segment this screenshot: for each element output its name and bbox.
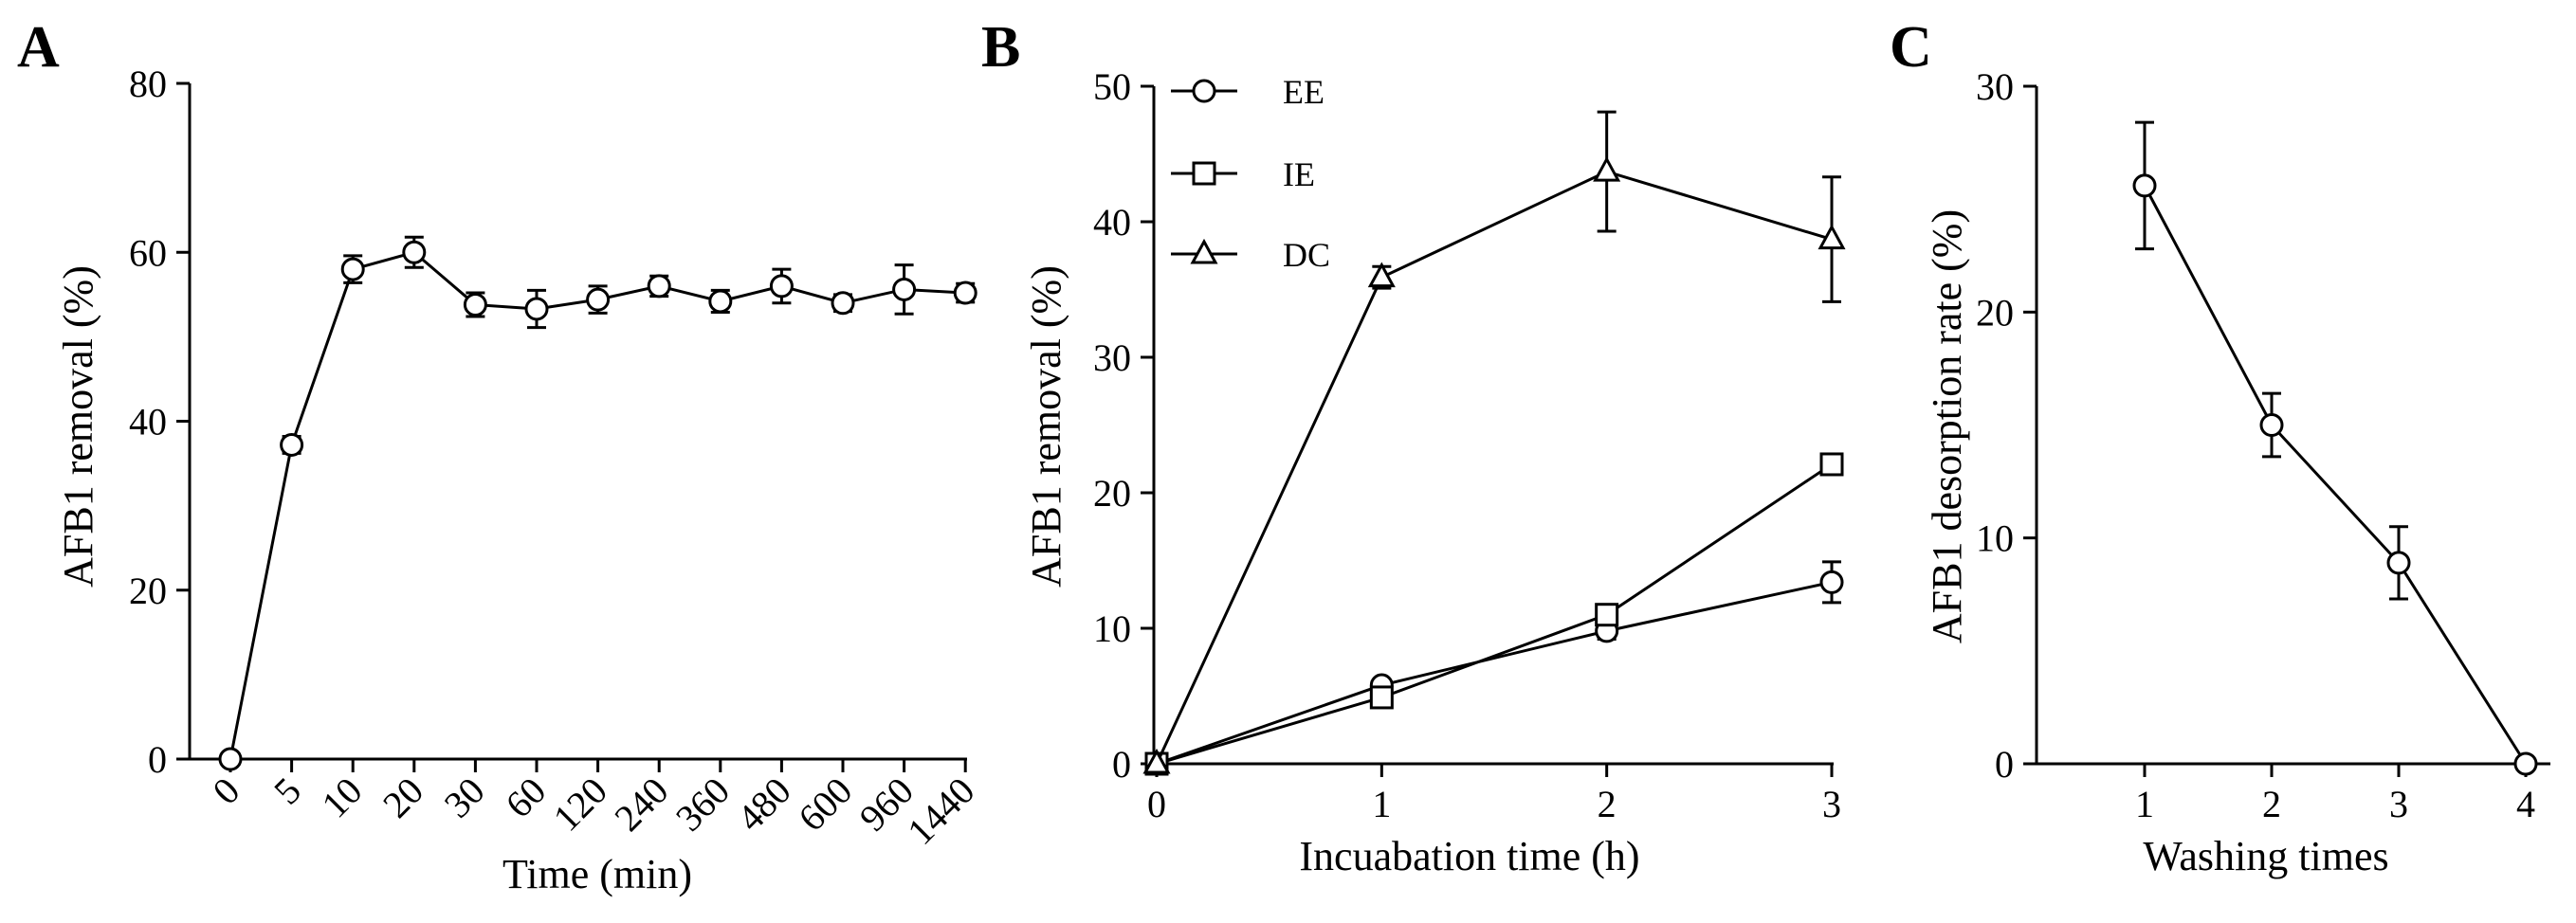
panel-b-data-point xyxy=(1369,685,1394,710)
panel-b-y-tick-label: 10 xyxy=(1093,607,1131,650)
panel-b-data-point xyxy=(1142,748,1171,774)
panel-a-y-tick-label: 20 xyxy=(129,570,167,612)
panel-b-data-point xyxy=(1819,452,1844,477)
panel-a-data-point xyxy=(708,289,733,314)
panel-b-y-tick-label: 0 xyxy=(1112,743,1131,786)
panel-b-legend-label: IE xyxy=(1283,155,1315,193)
panel-a-data-point xyxy=(953,281,977,305)
panel-a-data-point xyxy=(340,257,365,281)
panel-b-x-tick-label: 0 xyxy=(1147,783,1166,825)
panel-c-x-tick-label: 4 xyxy=(2516,783,2535,825)
panel-c-series-line xyxy=(2143,185,2528,765)
panel-c: C AFB1 desorption rate (%) Washing times… xyxy=(1890,15,2550,879)
panel-c-x-tick-label: 1 xyxy=(2135,783,2154,825)
panel-c-series-afb1-desorption-rate xyxy=(2132,120,2538,776)
panel-a-y-tick-label: 40 xyxy=(129,401,167,443)
panel-a-data-point xyxy=(463,293,487,317)
panel-b-y-tick-label: 50 xyxy=(1093,65,1131,108)
panel-b-legend-item: IE xyxy=(1171,155,1315,193)
panel-b-legend-marker xyxy=(1190,238,1218,264)
panel-c-y-axis-label: AFB1 desorption rate (%) xyxy=(1924,209,1970,643)
panel-c-x-axis-label: Washing times xyxy=(2143,833,2388,879)
panel-b-legend-item: EE xyxy=(1171,73,1325,111)
panel-b-y-tick-label: 30 xyxy=(1093,336,1131,379)
panel-a-data-point xyxy=(647,274,671,299)
panel-c-data-point xyxy=(2513,751,2538,776)
panel-b-series-line xyxy=(1156,462,1833,766)
panel-a-data-point xyxy=(280,432,304,457)
panel-b-legend-label: DC xyxy=(1283,236,1330,274)
panel-b-x-tick-label: 3 xyxy=(1822,783,1841,825)
panel-b-legend-item: DC xyxy=(1171,236,1330,274)
panel-c-y-tick-label: 30 xyxy=(1976,65,2014,108)
panel-c-letter: C xyxy=(1890,15,1932,80)
panel-b-x-tick-label: 2 xyxy=(1598,783,1617,825)
panel-c-data-point xyxy=(2259,413,2284,437)
panel-b-legend-marker xyxy=(1192,161,1216,186)
panel-b-x-axis-label: Incuabation time (h) xyxy=(1299,833,1639,879)
panel-a-data-point xyxy=(892,277,917,301)
panel-b-plot-area: 0 10 20 30 40 50 0 1 2 3 xyxy=(1093,65,1846,825)
panel-a-y-axis-label: AFB1 removal (%) xyxy=(55,265,101,588)
panel-b-series-dc xyxy=(1142,110,1846,774)
panel-b: B AFB1 removal (%) Incuabation time (h) … xyxy=(981,15,1846,879)
panel-b-x-tick-label: 1 xyxy=(1372,783,1391,825)
panel-b-series-ie xyxy=(1144,452,1844,776)
panel-b-data-point xyxy=(1818,224,1846,250)
panel-a-y-tick-label: 80 xyxy=(129,63,167,105)
panel-b-series-line xyxy=(1155,170,1833,765)
panel-b-data-point xyxy=(1367,262,1396,288)
panel-a-letter: A xyxy=(17,15,60,80)
panel-c-y-tick-label: 0 xyxy=(1995,743,2014,786)
panel-c-data-point xyxy=(2132,173,2157,198)
panel-a-data-point xyxy=(218,747,243,771)
panel-a-y-tick-label: 0 xyxy=(148,738,167,781)
panel-b-data-point xyxy=(1819,570,1844,594)
panel-c-plot-area: 0 10 20 30 1 2 3 4 xyxy=(1976,65,2550,825)
panel-b-letter: B xyxy=(981,15,1020,80)
panel-a-series-afb1-removal xyxy=(218,235,977,771)
panel-a-y-tick-label: 60 xyxy=(129,231,167,274)
panel-c-x-tick-label: 2 xyxy=(2262,783,2281,825)
panel-b-y-tick-label: 40 xyxy=(1093,201,1131,244)
panel-a-data-point xyxy=(402,240,427,264)
panel-b-data-point xyxy=(1593,155,1621,182)
panel-a-x-axis-label: Time (min) xyxy=(502,851,692,897)
panel-a-data-point xyxy=(769,274,794,299)
panel-a-data-point xyxy=(831,291,855,316)
panel-b-legend: EE IE DC xyxy=(1171,73,1330,274)
panel-a-data-point xyxy=(586,287,611,312)
panel-c-data-point xyxy=(2386,551,2411,575)
panel-a-data-point xyxy=(524,297,549,321)
panel-b-legend-label: EE xyxy=(1283,73,1325,111)
panel-b-series-line xyxy=(1156,580,1833,766)
panel-c-y-tick-label: 20 xyxy=(1976,291,2014,334)
panel-c-x-tick-label: 3 xyxy=(2389,783,2408,825)
panel-b-data-point xyxy=(1595,603,1619,627)
panel-b-y-tick-label: 20 xyxy=(1093,472,1131,515)
panel-c-y-tick-label: 10 xyxy=(1976,517,2014,560)
panel-b-y-axis-label: AFB1 removal (%) xyxy=(1023,265,1069,588)
panel-b-legend-marker xyxy=(1192,79,1216,103)
